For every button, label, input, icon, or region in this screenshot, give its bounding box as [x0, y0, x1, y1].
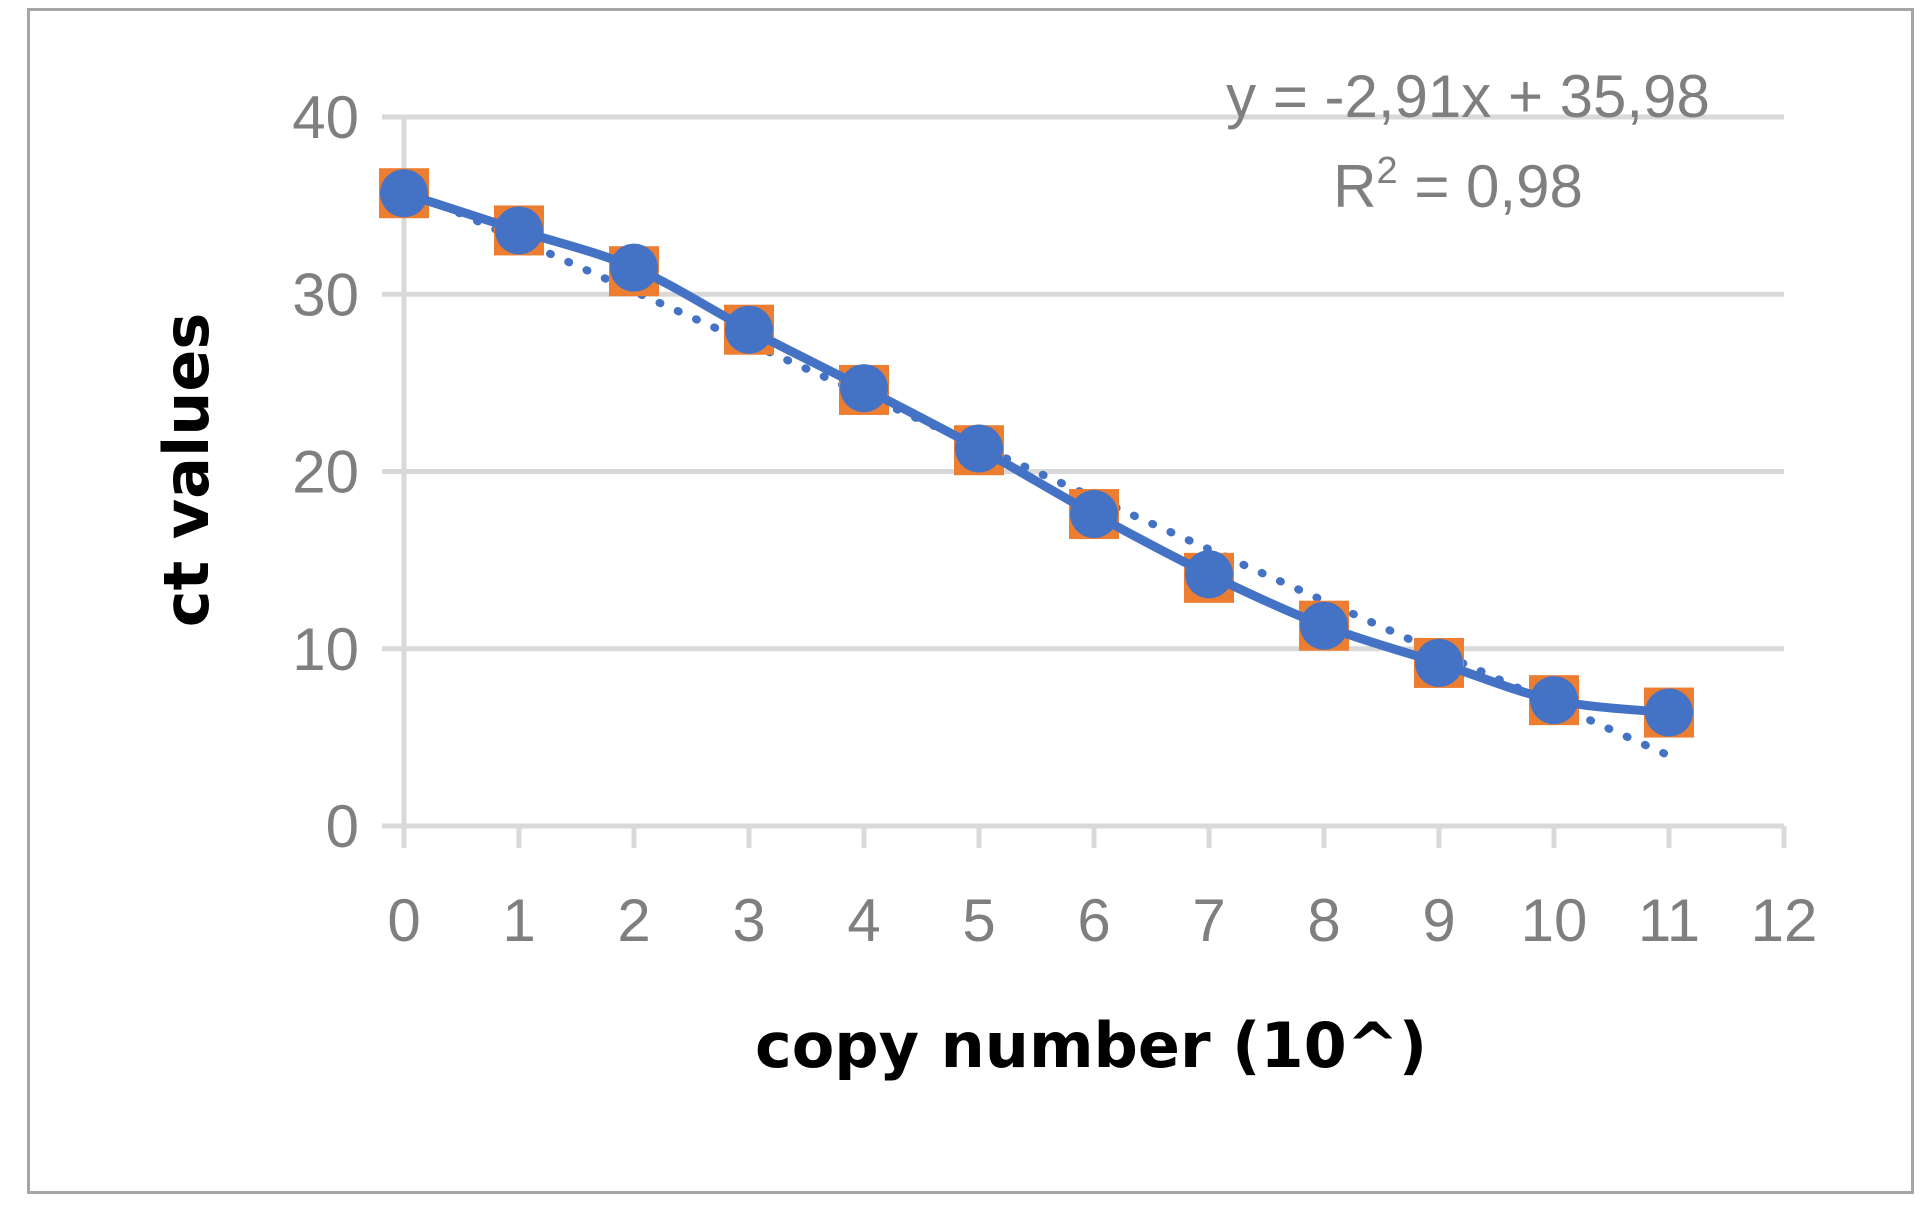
- r-squared-label: R2 = 0,98: [1333, 150, 1583, 220]
- x-axis-title: copy number (10^): [755, 1009, 1427, 1082]
- circle-point: [495, 206, 543, 255]
- y-tick-label: 40: [292, 84, 359, 151]
- y-axis-title: ct values: [150, 313, 223, 628]
- x-tick-label: 9: [1422, 887, 1455, 954]
- x-tick-label: 6: [1077, 887, 1110, 954]
- circle-point: [955, 424, 1003, 473]
- circle-point: [1645, 688, 1693, 737]
- x-tick-label: 3: [732, 887, 765, 954]
- circle-point: [380, 169, 428, 218]
- y-tick-label: 30: [292, 261, 359, 328]
- circle-point: [1300, 601, 1348, 650]
- x-tick-label: 8: [1307, 887, 1340, 954]
- chart-frame: [27, 8, 1914, 1194]
- x-tick-label: 11: [1638, 887, 1700, 954]
- y-tick-label: 10: [292, 616, 359, 683]
- r-squared-value: = 0,98: [1398, 153, 1583, 220]
- axes-layer: [382, 114, 1787, 848]
- circle-point: [1415, 638, 1463, 687]
- series-line: [402, 188, 1670, 718]
- circle-point: [840, 364, 888, 413]
- x-tick-label: 4: [847, 887, 880, 954]
- y-tick-label: 0: [326, 793, 359, 860]
- r-squared-superscript: 2: [1377, 150, 1398, 192]
- x-tick-label: 7: [1192, 887, 1225, 954]
- square-series-layer: [379, 168, 1694, 738]
- circle-series-layer: [380, 169, 1693, 737]
- circle-point: [725, 305, 773, 354]
- x-tick-label: 1: [502, 887, 535, 954]
- circle-point: [1530, 676, 1578, 725]
- circle-point: [610, 243, 658, 292]
- x-tick-label: 12: [1751, 887, 1818, 954]
- y-tick-label: 20: [292, 439, 359, 506]
- circle-point: [1185, 550, 1233, 599]
- x-tick-label: 10: [1521, 887, 1588, 954]
- circle-point: [1070, 490, 1118, 539]
- equation-label: y = -2,91x + 35,98: [1226, 63, 1710, 130]
- x-tick-label: 2: [617, 887, 650, 954]
- x-tick-label: 0: [387, 887, 420, 954]
- r-squared-prefix: R: [1333, 153, 1376, 220]
- x-tick-label: 5: [962, 887, 995, 954]
